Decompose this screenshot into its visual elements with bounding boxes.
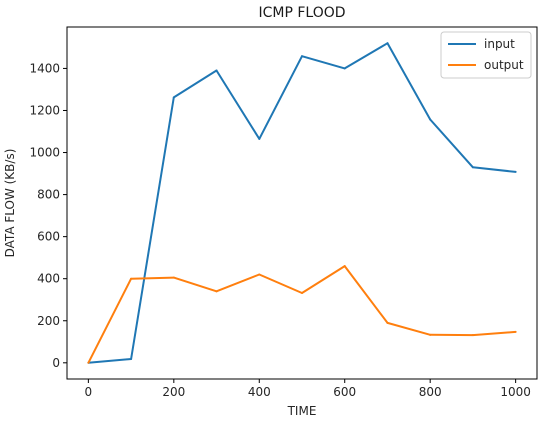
y-tick-label: 1200 xyxy=(29,103,60,117)
y-tick-label: 200 xyxy=(37,314,60,328)
data-point-output xyxy=(386,321,389,324)
y-tick-label: 1400 xyxy=(29,61,60,75)
x-tick-label: 600 xyxy=(333,385,356,399)
data-point-input xyxy=(215,69,218,72)
y-tick-label: 0 xyxy=(52,356,60,370)
data-point-output xyxy=(514,330,517,333)
legend-label-input: input xyxy=(484,37,515,51)
x-tick-label: 400 xyxy=(248,385,271,399)
legend: input output xyxy=(440,31,532,79)
data-point-output xyxy=(87,361,90,364)
data-point-output xyxy=(258,273,261,276)
x-tick-label: 200 xyxy=(162,385,185,399)
data-point-input xyxy=(172,96,175,99)
series-layer xyxy=(87,42,517,364)
data-point-output xyxy=(343,265,346,268)
data-point-input xyxy=(386,42,389,45)
data-point-output xyxy=(301,291,303,294)
data-point-input xyxy=(301,55,303,58)
data-point-input xyxy=(343,67,346,70)
data-point-input xyxy=(130,358,133,361)
axes-layer: 0 200 400 600 800 1000 0 200 400 600 800 1000 1200 14… xyxy=(29,61,530,399)
y-tick-label: 600 xyxy=(37,230,60,244)
data-point-output xyxy=(429,333,432,336)
x-tick-label: 1000 xyxy=(500,385,531,399)
x-axis-label: TIME xyxy=(287,404,317,418)
x-tick-label: 800 xyxy=(419,385,442,399)
data-point-output xyxy=(130,277,133,280)
data-point-input xyxy=(471,166,474,169)
data-point-output xyxy=(172,276,175,279)
y-axis-label: DATA FLOW (KB/s) xyxy=(3,149,17,258)
plot-frame xyxy=(66,26,538,380)
legend-label-output: output xyxy=(484,58,524,72)
chart-title: ICMP FLOOD xyxy=(258,5,345,21)
y-tick-label: 800 xyxy=(37,188,60,202)
data-point-input xyxy=(429,118,432,121)
x-tick-label: 0 xyxy=(85,385,93,399)
data-point-input xyxy=(258,137,261,140)
y-tick-label: 1000 xyxy=(29,146,60,160)
data-point-input xyxy=(514,170,517,173)
data-point-output xyxy=(215,290,218,293)
y-tick-label: 400 xyxy=(37,272,60,286)
data-point-output xyxy=(471,334,474,337)
